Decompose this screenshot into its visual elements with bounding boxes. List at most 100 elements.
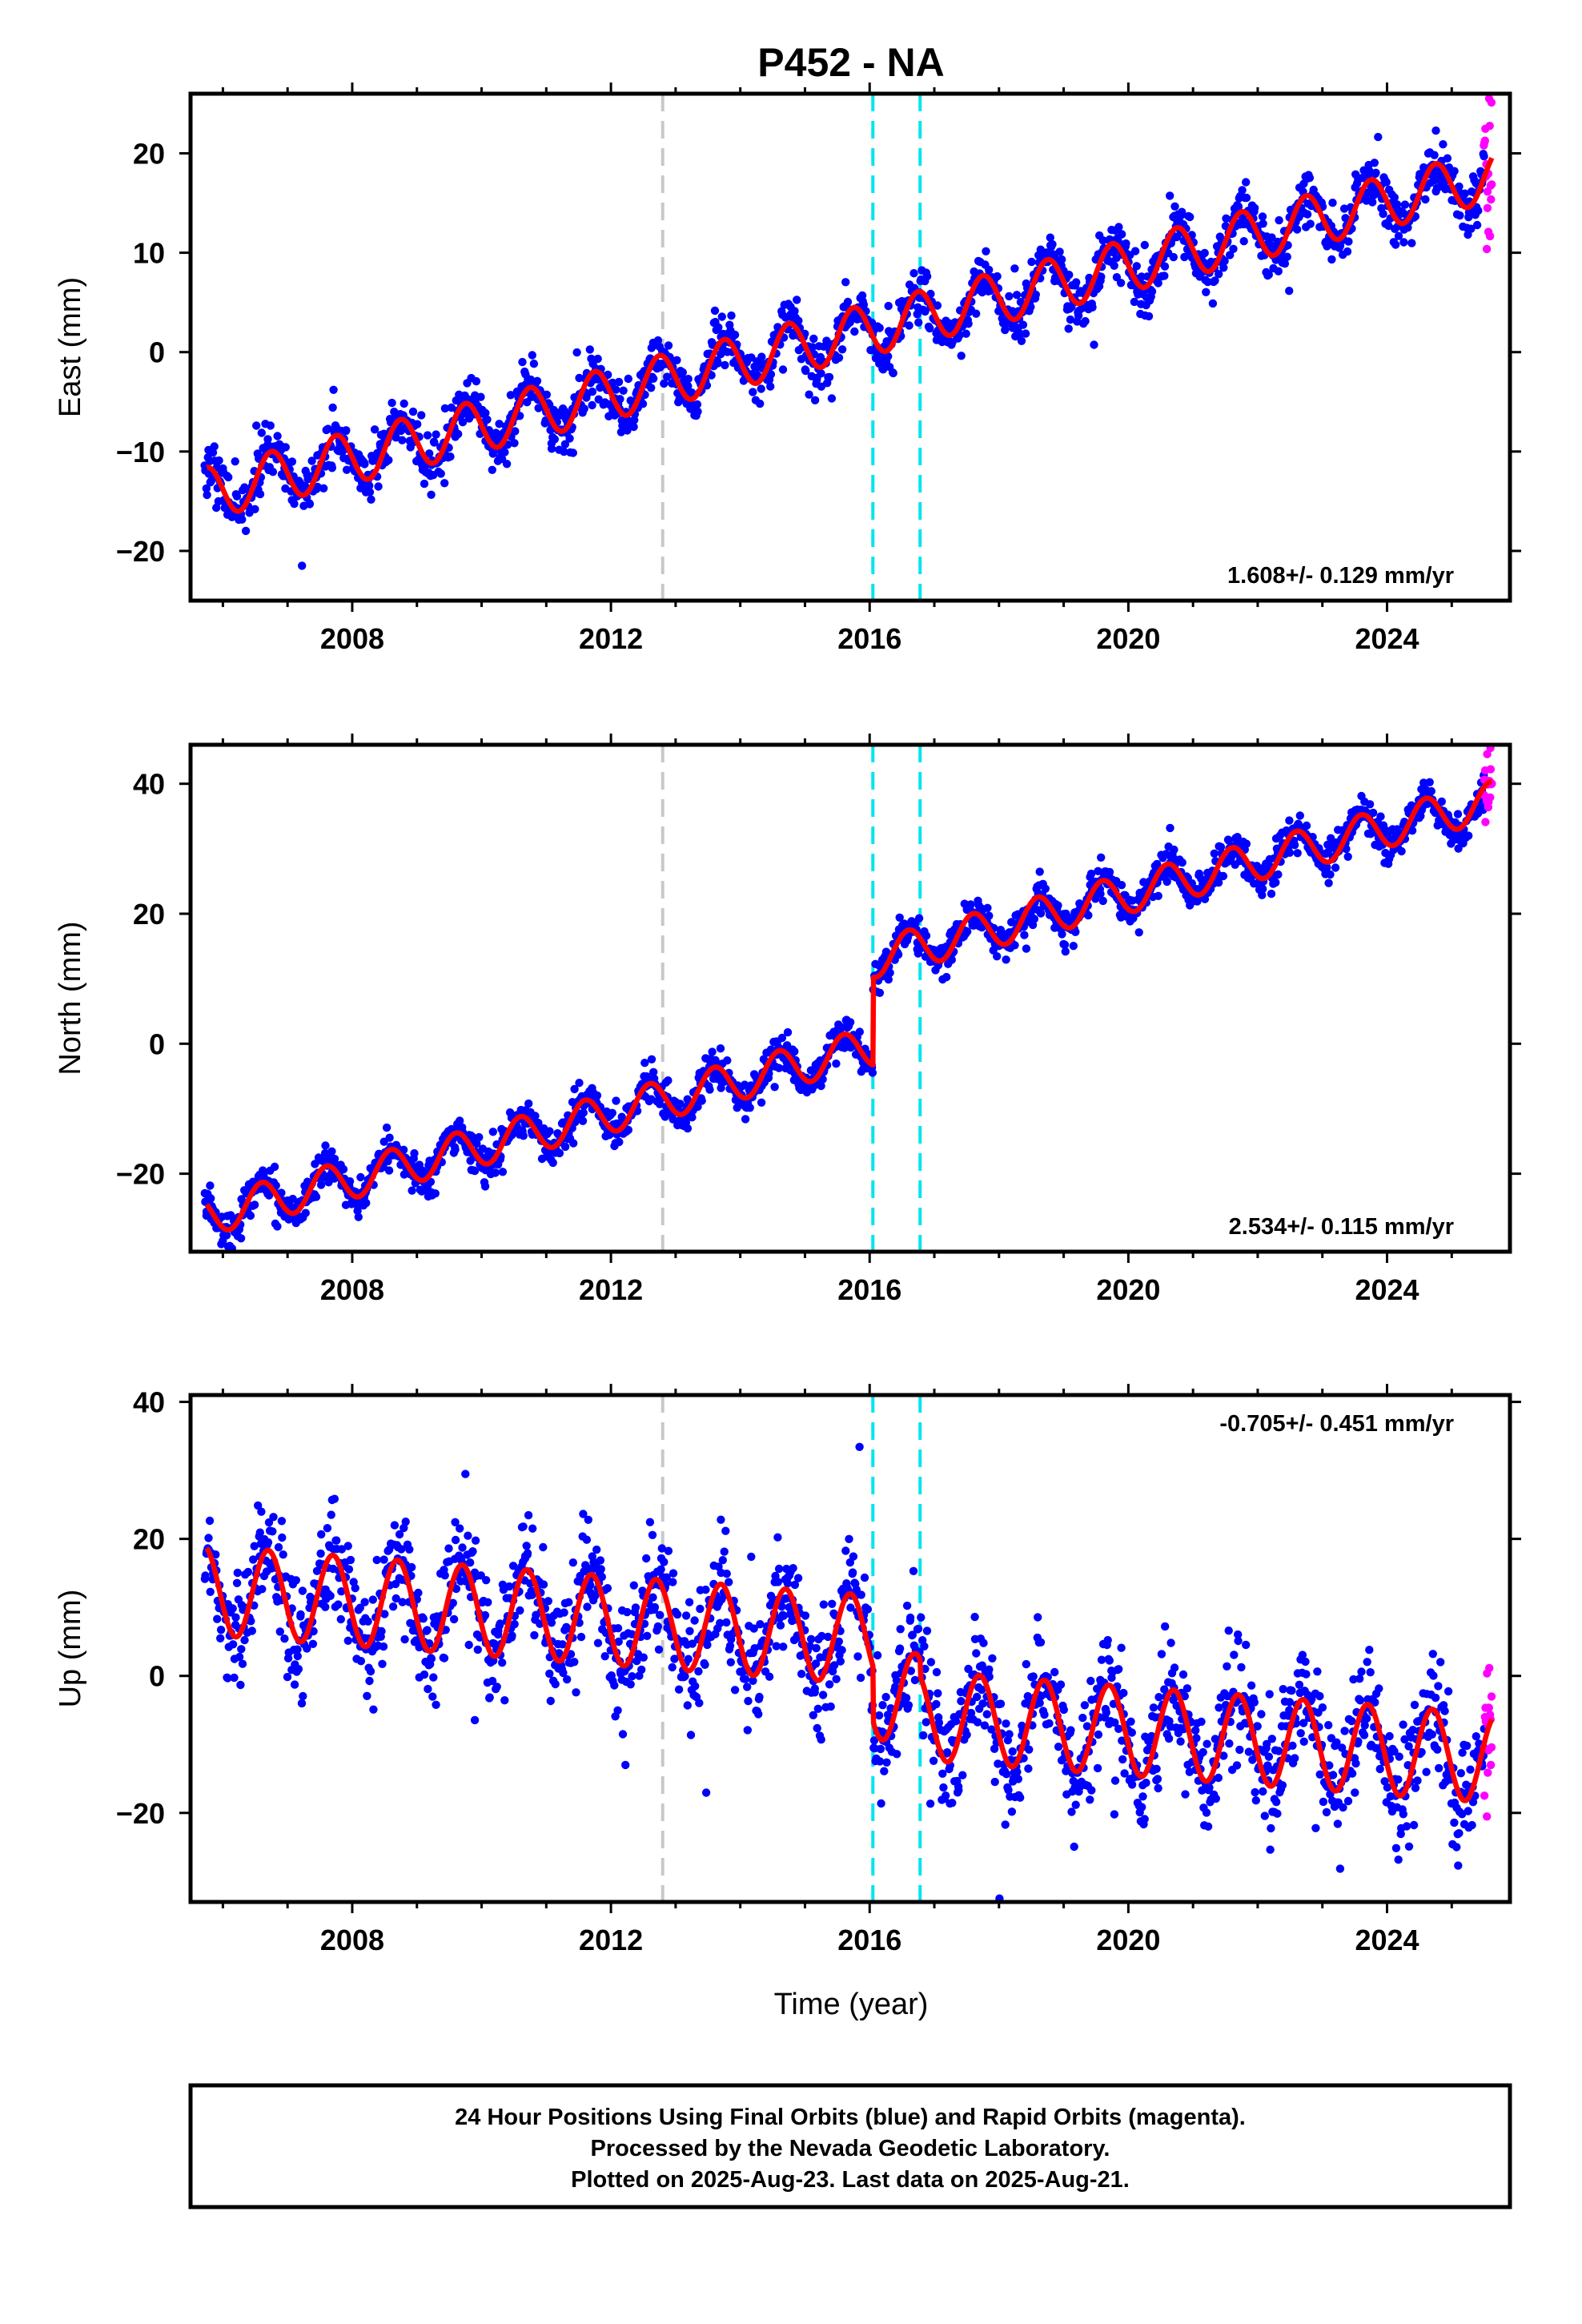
east-data-point bbox=[1480, 136, 1490, 145]
north-data-point bbox=[664, 1076, 673, 1085]
up-data-point bbox=[896, 1625, 905, 1634]
east-data-point bbox=[1472, 220, 1482, 230]
east-data-point bbox=[1370, 159, 1379, 167]
east-data-point bbox=[713, 359, 722, 368]
east-y-axis-label: East (mm) bbox=[54, 277, 87, 417]
east-data-point bbox=[993, 271, 1002, 281]
east-data-point bbox=[391, 433, 400, 442]
north-data-point bbox=[354, 1212, 363, 1221]
north-data-point bbox=[1290, 841, 1299, 850]
east-data-point bbox=[1010, 264, 1019, 273]
up-data-point bbox=[623, 1607, 632, 1617]
up-data-point bbox=[681, 1672, 689, 1681]
east-data-point bbox=[502, 460, 512, 468]
up-data-point bbox=[754, 1710, 763, 1719]
up-data-point bbox=[744, 1696, 753, 1706]
up-data-point bbox=[498, 1659, 507, 1667]
up-data-point bbox=[233, 1568, 242, 1578]
east-data-point bbox=[565, 434, 574, 443]
east-data-point bbox=[962, 329, 970, 338]
north-data-point bbox=[1242, 839, 1251, 848]
east-data-point bbox=[483, 415, 492, 424]
up-data-point bbox=[365, 1676, 374, 1686]
east-data-point bbox=[964, 320, 973, 328]
up-data-point bbox=[228, 1604, 237, 1613]
east-data-point bbox=[875, 324, 884, 332]
up-data-point bbox=[882, 1758, 891, 1767]
up-data-point bbox=[877, 1799, 885, 1808]
east-data-point bbox=[398, 436, 407, 444]
east-data-point bbox=[1118, 230, 1126, 239]
north-data-point bbox=[697, 1096, 706, 1105]
east-data-point bbox=[889, 368, 897, 378]
up-data-point bbox=[378, 1659, 387, 1668]
east-data-point bbox=[528, 351, 536, 360]
east-data-point bbox=[1293, 225, 1302, 234]
up-data-point bbox=[618, 1730, 628, 1739]
north-data-point bbox=[480, 1182, 490, 1191]
east-data-point bbox=[319, 484, 328, 493]
east-data-point bbox=[1066, 315, 1075, 324]
up-data-point bbox=[674, 1685, 684, 1694]
north-data-point bbox=[1285, 816, 1294, 825]
east-data-point bbox=[425, 449, 434, 458]
east-data-point bbox=[1058, 255, 1066, 264]
east-data-point bbox=[1239, 237, 1248, 246]
up-data-point bbox=[685, 1598, 694, 1606]
up-data-point bbox=[593, 1638, 603, 1647]
up-data-point bbox=[368, 1595, 377, 1604]
up-data-point bbox=[921, 1718, 931, 1727]
east-data-point bbox=[252, 421, 261, 430]
up-data-point bbox=[797, 1670, 806, 1679]
east-data-point bbox=[298, 561, 307, 570]
north-data-point bbox=[1097, 853, 1106, 862]
up-data-point bbox=[1034, 1613, 1042, 1622]
east-data-point bbox=[660, 379, 669, 388]
north-data-point bbox=[569, 1139, 578, 1148]
north-final-orbits-points bbox=[200, 770, 1488, 1253]
east-x-tick-label: 2008 bbox=[320, 622, 384, 655]
up-data-point bbox=[243, 1567, 253, 1577]
east-y-tick-label: 20 bbox=[133, 137, 165, 170]
east-data-point bbox=[678, 368, 687, 377]
up-data-point bbox=[874, 1711, 884, 1720]
up-data-point bbox=[473, 1645, 482, 1655]
east-data-point bbox=[203, 490, 211, 500]
up-data-point bbox=[564, 1598, 573, 1606]
east-data-point bbox=[914, 318, 923, 327]
east-data-point bbox=[841, 278, 850, 287]
up-data-point bbox=[696, 1604, 705, 1614]
east-data-point bbox=[305, 500, 315, 509]
up-data-point bbox=[957, 1697, 966, 1706]
up-data-point bbox=[523, 1549, 532, 1558]
up-data-point bbox=[1002, 1719, 1010, 1728]
north-data-point bbox=[206, 1181, 215, 1190]
east-data-point bbox=[727, 311, 736, 320]
up-data-point bbox=[377, 1626, 386, 1636]
east-data-point bbox=[619, 386, 628, 395]
east-data-point bbox=[290, 499, 299, 509]
east-data-point bbox=[1220, 256, 1229, 266]
east-data-point bbox=[1391, 240, 1400, 249]
up-data-point bbox=[327, 1510, 335, 1519]
east-data-point bbox=[626, 396, 635, 405]
north-data-point bbox=[868, 1068, 877, 1077]
up-data-point bbox=[290, 1680, 299, 1689]
up-data-point bbox=[204, 1534, 213, 1542]
up-data-point bbox=[813, 1704, 822, 1713]
north-plot-frame bbox=[188, 742, 1512, 1254]
north-y-axis-label: North (mm) bbox=[54, 921, 87, 1075]
east-data-point bbox=[588, 387, 597, 396]
north-data-point bbox=[942, 972, 951, 982]
east-data-point bbox=[212, 503, 221, 513]
east-data-point bbox=[454, 429, 463, 439]
east-data-point bbox=[985, 265, 994, 275]
up-data-point bbox=[216, 1626, 226, 1634]
north-data-point bbox=[384, 1166, 394, 1175]
north-data-point bbox=[855, 1027, 865, 1036]
east-data-point bbox=[328, 403, 337, 412]
up-data-point bbox=[464, 1531, 472, 1540]
up-data-point bbox=[444, 1544, 453, 1553]
north-rate-label: 2.534+/- 0.115 mm/yr bbox=[1229, 1214, 1454, 1240]
